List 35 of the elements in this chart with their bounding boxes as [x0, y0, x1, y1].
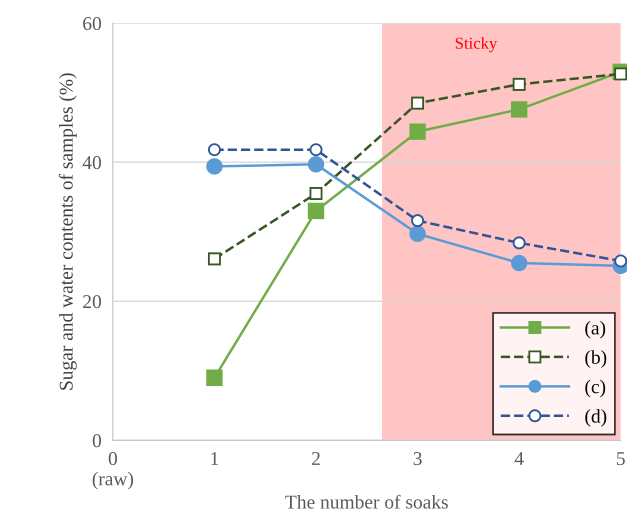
point	[208, 252, 221, 266]
x-tick-label: 2	[312, 452, 320, 465]
legend-label: (d)	[585, 409, 606, 427]
point	[614, 254, 627, 268]
legend-label: (b)	[585, 350, 606, 368]
x-tick-label: 5	[617, 452, 625, 466]
x-axis-title: The number of soaks	[285, 494, 448, 509]
band-label: Sticky	[456, 37, 498, 52]
point	[409, 123, 426, 140]
point	[614, 67, 627, 80]
x-tick-label: 3	[414, 452, 422, 466]
y-axis-title: Sugar and water contents of samples (%)	[58, 73, 77, 390]
y-tick-label: 60	[83, 16, 102, 30]
point	[512, 78, 526, 91]
point	[208, 143, 221, 156]
point	[308, 202, 324, 220]
point	[411, 96, 424, 110]
legend-label: (a)	[585, 320, 606, 338]
point	[409, 226, 426, 242]
point	[512, 236, 526, 250]
point	[206, 370, 223, 386]
point	[411, 214, 424, 228]
x-tick-label: 1	[211, 452, 218, 465]
x-tick-label: 4	[514, 452, 524, 465]
point	[510, 254, 528, 272]
point	[308, 156, 324, 173]
point	[206, 158, 223, 175]
y-tick-label: 0	[92, 434, 102, 448]
legend-label: (c)	[585, 380, 606, 398]
point	[310, 143, 322, 156]
y-tick-label: 20	[83, 295, 102, 308]
point	[310, 187, 322, 200]
y-tick-label: 40	[82, 156, 102, 170]
point	[510, 101, 528, 118]
x-tick-label: 0 (raw)	[92, 452, 134, 490]
